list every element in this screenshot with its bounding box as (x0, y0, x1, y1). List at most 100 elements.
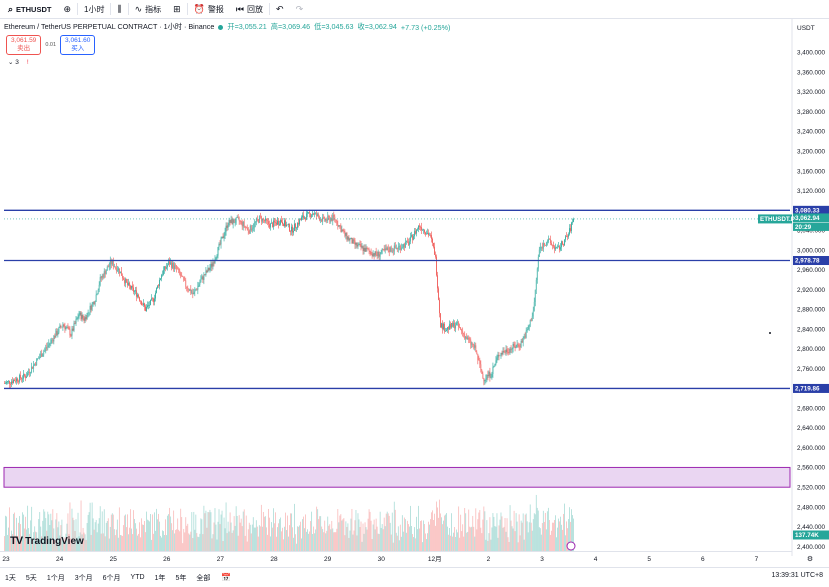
volume-bar (158, 513, 159, 552)
candle (294, 219, 295, 232)
candle (184, 276, 186, 281)
volume-bar (429, 524, 430, 552)
replay-button[interactable]: ⏮ 回放 (235, 3, 264, 14)
candle (120, 267, 122, 276)
candle (50, 338, 52, 347)
volume-bar (183, 528, 185, 552)
volume-bar (301, 538, 302, 552)
range-button-2[interactable]: 1个月 (46, 574, 65, 582)
candle (440, 313, 441, 328)
volume-bar (261, 526, 263, 552)
candle (487, 370, 489, 381)
zone-rect[interactable] (3, 466, 791, 488)
candle (451, 322, 452, 329)
candle (389, 246, 391, 253)
candle (533, 297, 535, 312)
candle (476, 350, 478, 355)
candle (7, 380, 8, 385)
candle (528, 324, 530, 331)
horizontal-lines[interactable] (4, 209, 790, 390)
volume-bar (61, 519, 63, 552)
timeframe-button[interactable]: 1小时 (84, 4, 105, 14)
candle (408, 237, 410, 249)
layout-button[interactable]: ⊞ (167, 0, 187, 18)
candle (136, 286, 137, 302)
volume-bar (54, 540, 56, 552)
undo-button[interactable]: ↶ (270, 0, 290, 18)
redo-button[interactable]: ↷ (290, 0, 310, 18)
time-axis[interactable]: 23 24 25 26 27 28 29 30 12月 2 3 4 5 6 7 ⚙ (0, 551, 813, 564)
range-button-7[interactable]: 5年 (175, 574, 187, 582)
candle (327, 211, 329, 223)
indicator-toggle[interactable]: ⌄ 3 ! (8, 58, 29, 67)
candle (251, 224, 253, 233)
candle (538, 246, 540, 258)
candle (90, 304, 92, 313)
buy-button[interactable]: 3,061.60 买入 (60, 35, 96, 55)
price-chart[interactable]: USDT 2,400.000 2,440.000 2,480.000 2,520.000… (0, 19, 829, 567)
symbol-search[interactable]: ⌕ ETHUSDT (8, 3, 52, 14)
volume-bar (560, 516, 561, 552)
candle (72, 326, 74, 332)
candle (540, 246, 542, 252)
candle (349, 237, 351, 244)
candle (246, 224, 248, 231)
event-marker-icon[interactable] (566, 541, 576, 551)
range-button-3[interactable]: 3个月 (74, 574, 93, 582)
range-button-8[interactable]: 全部 (196, 574, 211, 582)
volume-bar (439, 499, 440, 552)
candle (412, 234, 413, 244)
volume-bar (227, 521, 229, 552)
candle (413, 234, 414, 241)
volume-bar (548, 520, 550, 552)
settings-icon[interactable]: ⚙ (807, 555, 813, 563)
indicators-button[interactable]: ∿ 指标 (134, 3, 162, 14)
volume-bar (482, 519, 484, 552)
volume-bar (472, 515, 474, 552)
candle (178, 267, 180, 274)
candle (517, 342, 519, 348)
volume-bar (86, 523, 88, 552)
volume-bar (21, 538, 22, 552)
candle (531, 312, 533, 322)
volume-bar (556, 537, 557, 552)
candle (24, 373, 25, 378)
volume-bar (277, 527, 278, 552)
range-button-4[interactable]: 6个月 (102, 574, 121, 582)
volume-bar (395, 532, 397, 552)
range-button-0[interactable]: 1天 (5, 574, 16, 582)
sell-button[interactable]: 3,061.59 卖出 (6, 35, 42, 55)
candle (369, 250, 371, 257)
price-axis[interactable]: USDT 2,400.000 2,440.000 2,480.000 2,520.000… (791, 19, 826, 556)
candle (22, 375, 23, 383)
candle (510, 345, 512, 354)
calendar-icon[interactable]: 📅 (221, 573, 232, 582)
volume-bar (525, 513, 527, 552)
candle (154, 294, 155, 306)
volume-bar (561, 524, 562, 552)
candle (330, 217, 332, 224)
candle (446, 328, 447, 332)
range-button-6[interactable]: 1年 (154, 574, 166, 582)
candle (485, 374, 487, 384)
candle (493, 365, 495, 368)
chart-type-button[interactable]: ⫼ (111, 0, 127, 18)
volume-bar (557, 527, 558, 552)
volume-bar (91, 502, 93, 552)
tradingview-logo[interactable]: TV TradingView (10, 535, 84, 547)
volume-bar (186, 525, 188, 552)
alarm-icon: ⏰ (193, 3, 205, 14)
alert-button[interactable]: ⏰ 警报 (193, 3, 224, 14)
y-tick-label: 2,480.000 (797, 504, 826, 511)
candle (514, 341, 516, 352)
volume-bar (474, 536, 476, 552)
indicator-count: 3 (15, 58, 19, 66)
candle (565, 235, 566, 243)
range-button-5[interactable]: YTD (130, 574, 145, 581)
range-button-1[interactable]: 5天 (25, 574, 37, 582)
volume-bar (390, 534, 392, 552)
volume-bar (566, 521, 567, 552)
compare-button[interactable]: ⊕ (57, 0, 77, 18)
volume-bar (375, 518, 377, 552)
volume-bar (426, 539, 427, 552)
